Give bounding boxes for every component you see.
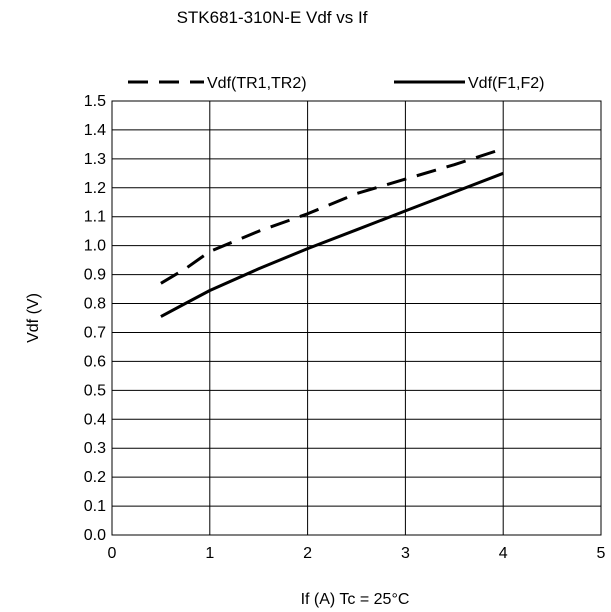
- series-line-2: [160, 171, 504, 318]
- y-tick-label: 0.0: [84, 527, 106, 544]
- y-tick-label: 1.2: [84, 180, 106, 197]
- y-axis-ticks: 0.0 0.1 0.2 0.3 0.4 0.5 0.6 0.7 0.8 0.9 1.0 1.1 1.2 1…: [84, 93, 106, 544]
- series-line-1: [160, 147, 504, 285]
- y-tick-label: 0.7: [84, 324, 106, 341]
- x-axis-ticks: 0 1 2 3 4 5: [108, 545, 606, 562]
- y-tick-label: 1.5: [84, 93, 106, 110]
- y-tick-label: 0.6: [84, 353, 106, 370]
- x-tick-label: 3: [401, 545, 410, 562]
- x-tick-label: 1: [205, 545, 214, 562]
- y-axis-label: Vdf (V): [25, 293, 42, 343]
- y-tick-label: 1.3: [84, 151, 106, 168]
- y-tick-label: 0.4: [84, 411, 106, 428]
- y-tick-label: 0.8: [84, 296, 106, 313]
- chart-title: STK681-310N-E Vdf vs If: [177, 8, 368, 27]
- x-tick-label: 4: [499, 545, 508, 562]
- legend-label-1: Vdf(TR1,TR2): [207, 75, 307, 92]
- x-tick-label: 2: [303, 545, 312, 562]
- y-tick-label: 1.4: [84, 122, 106, 139]
- series-group: [160, 147, 504, 318]
- y-tick-label: 1.1: [84, 209, 106, 226]
- y-tick-label: 0.9: [84, 267, 106, 284]
- y-tick-label: 1.0: [84, 238, 106, 255]
- y-tick-label: 0.2: [84, 469, 106, 486]
- legend: Vdf(TR1,TR2) Vdf(F1,F2): [128, 75, 544, 92]
- legend-label-2: Vdf(F1,F2): [468, 75, 544, 92]
- x-tick-label: 0: [108, 545, 117, 562]
- y-tick-label: 0.3: [84, 440, 106, 457]
- plot-frame: [111, 100, 602, 536]
- x-axis-label: If (A) Tc = 25°C: [301, 591, 410, 608]
- grid: [111, 100, 602, 536]
- x-tick-label: 5: [597, 545, 606, 562]
- y-tick-label: 0.5: [84, 382, 106, 399]
- y-tick-label: 0.1: [84, 498, 106, 515]
